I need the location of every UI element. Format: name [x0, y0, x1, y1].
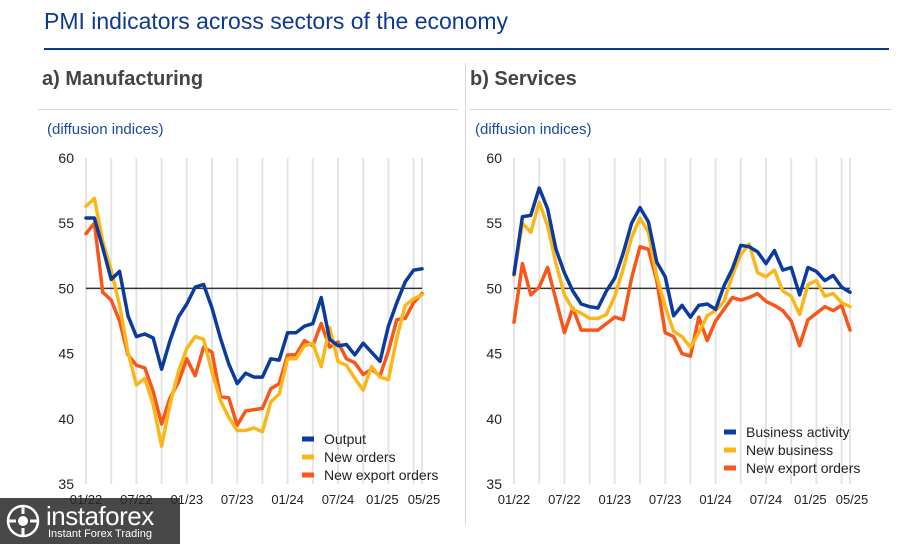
legend-label-new-business: New business	[746, 442, 833, 458]
x-tick-label: 01/24	[271, 492, 304, 507]
series-line-new-business	[512, 200, 852, 349]
x-tick-label: 07/24	[750, 492, 783, 507]
x-tick-label: 07/22	[548, 492, 581, 507]
manufacturing-chart: 35404550556001/2207/2201/2307/2301/2407/…	[58, 150, 441, 507]
services-panel-title: b) Services	[470, 68, 577, 90]
panel-separator	[465, 63, 466, 525]
x-tick-label: 01/23	[599, 492, 632, 507]
y-tick-label: 35	[486, 476, 502, 492]
manufacturing-panel-title: a) Manufacturing	[42, 68, 204, 90]
y-tick-label: 60	[486, 150, 502, 166]
x-tick-label: 05/25	[408, 492, 441, 507]
x-tick-label: 01/24	[699, 492, 732, 507]
legend-label-new-export-orders: New export orders	[746, 460, 860, 476]
page-title: PMI indicators across sectors of the eco…	[44, 8, 509, 34]
instaforex-watermark: instaforex Instant Forex Trading	[0, 498, 180, 544]
legend: Output New orders New export orders	[302, 431, 438, 483]
x-tick-label: 07/24	[322, 492, 355, 507]
gridlines	[513, 158, 851, 484]
y-tick-label: 50	[486, 280, 502, 296]
x-tick-label: 01/22	[498, 492, 531, 507]
y-tick-label: 40	[58, 411, 74, 427]
watermark-tagline: Instant Forex Trading	[48, 528, 152, 540]
series-line-business-activity	[512, 186, 852, 319]
y-tick-label: 45	[58, 346, 74, 362]
legend-label-output: Output	[324, 431, 366, 447]
manufacturing-units-label: (diffusion indices)	[47, 121, 164, 138]
series-line-new-export-orders	[84, 221, 424, 428]
services-title-divider	[470, 109, 892, 110]
watermark-brand: instaforex	[46, 501, 154, 531]
y-tick-label: 35	[58, 476, 74, 492]
title-divider	[44, 48, 889, 50]
legend-label-new-orders: New orders	[324, 449, 396, 465]
series-line-new-orders	[84, 196, 424, 448]
legend: Business activity New business New export …	[724, 424, 860, 476]
gridlines	[85, 158, 423, 484]
services-chart: 35 40 45 50 55 60 01/22 07/22 01/23 07/23 01/24 07/…	[486, 150, 869, 507]
x-tick-label: 05/25	[836, 492, 869, 507]
legend-label-business-activity: Business activity	[746, 424, 849, 440]
y-tick-label: 55	[486, 215, 502, 231]
legend-label-new-export-orders: New export orders	[324, 467, 438, 483]
manufacturing-title-divider	[38, 109, 458, 110]
x-tick-label: 01/25	[794, 492, 827, 507]
x-tick-label: 07/23	[221, 492, 254, 507]
y-tick-label: 40	[486, 411, 502, 427]
x-tick-label: 07/23	[649, 492, 682, 507]
instaforex-logo-icon	[6, 504, 40, 538]
y-tick-label: 60	[58, 150, 74, 166]
services-units-label: (diffusion indices)	[475, 121, 592, 138]
x-tick-label: 01/25	[366, 492, 399, 507]
y-tick-label: 55	[58, 215, 74, 231]
y-tick-label: 45	[486, 346, 502, 362]
y-tick-label: 50	[58, 280, 74, 296]
series-line-new-export-orders	[512, 244, 852, 358]
series-line-output	[84, 216, 424, 386]
